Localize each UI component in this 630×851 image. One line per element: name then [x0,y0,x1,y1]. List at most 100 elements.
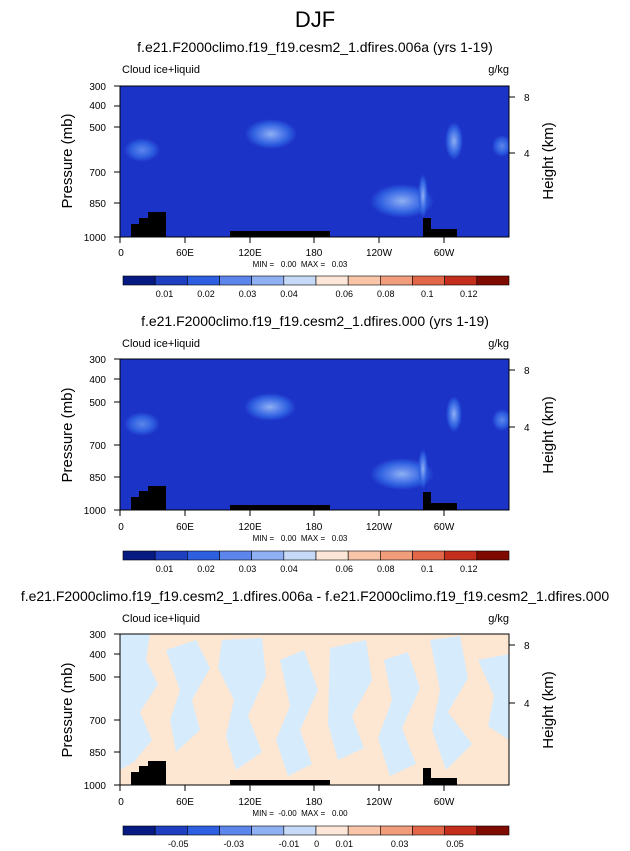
panel-2: f.e21.F2000climo.f19_f19.cesm2_1.dfires.… [59,313,557,574]
panel-2-colorbar-box [444,550,478,561]
panel-3-colorbar-label: -0.05 [168,839,189,849]
panel-3-colorbar-label: 0.03 [391,839,409,849]
panel-2-xtick-60e: 60E [176,522,194,533]
panel-2-colorbar-label: 0.1 [421,564,434,574]
panel-1-blob-eastpac [370,184,434,218]
panel-3-ytick-850: 850 [89,748,106,759]
panel-3-colorbar-label: -0.01 [279,839,300,849]
panel-3-ytick-700: 700 [89,716,106,727]
panel-3-ylabel-right: Height (km) [540,671,557,749]
panel-3: f.e21.F2000climo.f19_f19.cesm2_1.dfires.… [21,588,610,849]
panel-2-colorbar-label: 0.03 [239,564,257,574]
panel-1-colorbar-box [476,275,510,286]
panel-3-colorbar-label: 0.05 [446,839,464,849]
panel-3-stats: MIN = -0.00 MAX = 0.00 [252,809,348,818]
panel-3-neg-region-2 [166,640,210,752]
panel-2-colorbar-box [283,550,317,561]
panel-1-colorbar-label: 0.03 [239,289,257,299]
panel-3-xticks: 0 60E 120E 180 120W 60W [118,797,455,808]
panel-1-colorbar-label: 0.1 [421,289,434,299]
panel-1-blob-andes [418,174,428,218]
panel-1-blob-africa [124,138,160,162]
panel-1-colorbar-box [154,275,188,286]
panel-1-stats: MIN = 0.00 MAX = 0.03 [253,260,348,269]
panel-2-title: f.e21.F2000climo.f19_f19.cesm2_1.dfires.… [141,313,489,329]
panel-3-colorbar-box [380,825,413,836]
panel-3-colorbar-box [315,825,349,836]
panel-3-neg-region-6 [378,652,420,776]
panel-2-colorbar-label: 0.02 [197,564,215,574]
panel-1-ylabel-right: Height (km) [540,122,557,200]
panel-2-blob-asia [244,393,296,421]
panel-1: f.e21.F2000climo.f19_f19.cesm2_1.dfires.… [59,39,557,299]
panel-1-units: g/kg [488,64,509,76]
panel-3-colorbar-label: -0.03 [223,839,244,849]
panel-3-terrain-pacific [230,780,330,785]
panel-1-ytick-700: 700 [89,168,106,179]
panel-1-colorbar-box [122,275,156,286]
panel-2-ytick-marks [114,358,515,511]
panel-2-stats: MIN = 0.00 MAX = 0.03 [253,534,348,543]
panel-3-terrain-andes [423,768,431,785]
panel-1-colorbar-box [283,275,317,286]
panel-1-colorbar-box [347,275,381,286]
panel-1-ytick-850: 850 [89,199,106,210]
panel-1-xtick-60w: 60W [434,248,455,259]
panel-1-blob-southam [445,122,463,160]
panel-1-colorbar-box [315,275,349,286]
panel-1-terrain-africa2 [139,218,148,237]
panel-3-colorbar-box [444,825,478,836]
panel-2-terrain-andes [423,492,431,510]
panel-3-xtick-60e: 60E [176,797,194,808]
panel-2-ytick-500: 500 [89,398,106,409]
panel-2-xtick-180: 180 [306,522,323,533]
panel-2-variable: Cloud ice+liquid [122,338,200,350]
panel-3-ytick-marks [114,633,515,786]
panel-3-terrain-tibet [148,761,166,785]
panel-2-colorbar-box [122,550,156,561]
panel-2-ytick-1000: 1000 [84,506,107,517]
panel-2-xtick-120w: 120W [366,522,393,533]
panel-1-blob-asia [245,119,297,149]
panel-1-colorbar-box [444,275,478,286]
panel-2-colorbar-box [315,550,349,561]
panel-1-terrain-andes [423,218,431,237]
panel-2-colorbar-box [347,550,381,561]
panel-2-ytick-400: 400 [89,375,106,386]
panel-3-ylabel: Pressure (mb) [59,662,76,757]
panel-3-colorbar: -0.05 -0.03 -0.01 0 0.01 0.03 0.05 [122,825,510,849]
panel-1-xtick-120e: 120E [238,248,262,259]
panel-3-xtick-60w: 60W [434,797,455,808]
panel-1-colorbar-box [380,275,413,286]
panel-1-colorbar-label: 0.06 [336,289,354,299]
panel-1-rtick-8: 8 [524,93,530,104]
panel-1-title: f.e21.F2000climo.f19_f19.cesm2_1.dfires.… [137,39,493,55]
panel-3-rtick-8: 8 [524,641,530,652]
panel-3-xtick-marks [119,785,445,791]
panel-1-colorbar-label: 0.01 [156,289,174,299]
panel-1-xticks: 0 60E 120E 180 120W 60W [118,248,455,259]
panel-1-ytick-1000: 1000 [84,233,107,244]
panel-1-rtick-4: 4 [524,149,530,160]
panel-3-terrain-africa [131,772,139,785]
panel-1-colorbar-box [187,275,220,286]
panel-3-neg-region-4 [276,650,318,776]
panel-1-yticks: 300 400 500 700 850 1000 [84,82,107,244]
panel-2-terrain-africa2 [139,491,148,510]
panel-2-colorbar-box [412,550,445,561]
panel-3-xtick-0: 0 [118,797,124,808]
panel-3-neg-region-8 [478,654,509,740]
panel-3-rtick-4: 4 [524,699,530,710]
panel-2-colorbar-box [154,550,188,561]
panel-2-blob-eastpac [370,458,434,490]
panel-2-blob-atlantic [492,409,509,431]
panel-1-ytick-400: 400 [89,101,106,112]
panel-3-neg-region-5 [328,640,372,760]
panel-2-xtick-120e: 120E [238,522,262,533]
panel-2-colorbar-label: 0.06 [336,564,354,574]
panel-1-xtick-0: 0 [118,248,124,259]
panel-1-ylabel: Pressure (mb) [59,113,76,208]
panel-3-xtick-180: 180 [306,797,323,808]
panel-3-colorbar-box [476,825,510,836]
panel-2-ytick-700: 700 [89,441,106,452]
